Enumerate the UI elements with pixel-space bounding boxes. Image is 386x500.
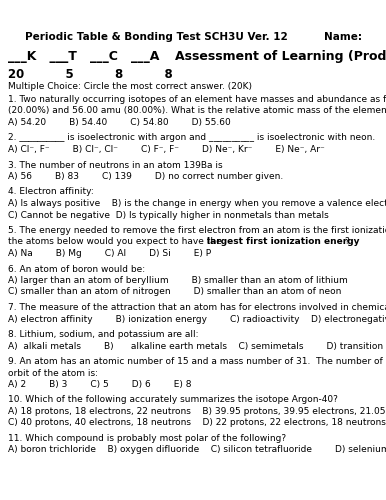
Text: A) electron affinity        B) ionization energy        C) radioactivity    D) e: A) electron affinity B) ionization energ… xyxy=(8,314,386,324)
Text: 1. Two naturally occurring isotopes of an element have masses and abundance as f: 1. Two naturally occurring isotopes of a… xyxy=(8,95,386,104)
Text: Periodic Table & Bonding Test SCH3U Ver. 12          Name:: Periodic Table & Bonding Test SCH3U Ver.… xyxy=(24,32,362,42)
Text: A) Na        B) Mg        C) Al        D) Si        E) P: A) Na B) Mg C) Al D) Si E) P xyxy=(8,249,211,258)
Text: A) 2        B) 3        C) 5        D) 6        E) 8: A) 2 B) 3 C) 5 D) 6 E) 8 xyxy=(8,380,191,389)
Text: A) 54.20        B) 54.40        C) 54.80        D) 55.60: A) 54.20 B) 54.40 C) 54.80 D) 55.60 xyxy=(8,118,231,127)
Text: A) 56        B) 83        C) 139        D) no correct number given.: A) 56 B) 83 C) 139 D) no correct number … xyxy=(8,172,283,181)
Text: A) boron trichloride    B) oxygen difluoride    C) silicon tetrafluoride        : A) boron trichloride B) oxygen difluorid… xyxy=(8,446,386,454)
Text: C) Cannot be negative  D) Is typically higher in nonmetals than metals: C) Cannot be negative D) Is typically hi… xyxy=(8,210,329,220)
Text: 7. The measure of the attraction that an atom has for electrons involved in chem: 7. The measure of the attraction that an… xyxy=(8,303,386,312)
Text: ?: ? xyxy=(344,238,349,246)
Text: Multiple Choice: Circle the most correct answer. (20K): Multiple Choice: Circle the most correct… xyxy=(8,82,252,91)
Text: 6. An atom of boron would be:: 6. An atom of boron would be: xyxy=(8,264,145,274)
Text: A)  alkali metals        B)      alkaline earth metals    C) semimetals        D: A) alkali metals B) alkaline earth metal… xyxy=(8,342,386,350)
Text: 2. __________ is isoelectronic with argon and __________ is isoelectronic with n: 2. __________ is isoelectronic with argo… xyxy=(8,134,375,142)
Text: 8. Lithium, sodium, and potassium are all:: 8. Lithium, sodium, and potassium are al… xyxy=(8,330,198,339)
Text: 9. An atom has an atomic number of 15 and a mass number of 31.  The number of el: 9. An atom has an atomic number of 15 an… xyxy=(8,357,386,366)
Text: orbit of the atom is:: orbit of the atom is: xyxy=(8,368,98,378)
Text: A) larger than an atom of beryllium        B) smaller than an atom of lithium: A) larger than an atom of beryllium B) s… xyxy=(8,276,348,285)
Text: 5. The energy needed to remove the first electron from an atom is the first ioni: 5. The energy needed to remove the first… xyxy=(8,226,386,235)
Text: 20          5          8          8: 20 5 8 8 xyxy=(8,68,173,81)
Text: 4. Electron affinity:: 4. Electron affinity: xyxy=(8,188,94,196)
Text: A) Cl⁻, F⁻        B) Cl⁻, Cl⁻        C) F⁻, F⁻        D) Ne⁻, Kr⁻        E) Ne⁻,: A) Cl⁻, F⁻ B) Cl⁻, Cl⁻ C) F⁻, F⁻ D) Ne⁻,… xyxy=(8,145,325,154)
Text: the atoms below would you expect to have the: the atoms below would you expect to have… xyxy=(8,238,225,246)
Text: Assessment of Learning (Product): Assessment of Learning (Product) xyxy=(175,50,386,63)
Text: A) 18 protons, 18 electrons, 22 neutrons    B) 39.95 protons, 39.95 electrons, 2: A) 18 protons, 18 electrons, 22 neutrons… xyxy=(8,407,386,416)
Text: (20.00%) and 56.00 amu (80.00%). What is the relative atomic mass of the element: (20.00%) and 56.00 amu (80.00%). What is… xyxy=(8,106,386,116)
Text: C) smaller than an atom of nitrogen        D) smaller than an atom of neon: C) smaller than an atom of nitrogen D) s… xyxy=(8,288,341,296)
Text: 11. Which compound is probably most polar of the following?: 11. Which compound is probably most pola… xyxy=(8,434,286,443)
Text: 10. Which of the following accurately summarizes the isotope Argon-40?: 10. Which of the following accurately su… xyxy=(8,396,338,404)
Text: C) 40 protons, 40 electrons, 18 neutrons    D) 22 protons, 22 electrons, 18 neut: C) 40 protons, 40 electrons, 18 neutrons… xyxy=(8,418,386,428)
Text: largest first ionization energy: largest first ionization energy xyxy=(207,238,359,246)
Text: ___K   ___T   ___C   ___A: ___K ___T ___C ___A xyxy=(8,50,159,63)
Text: 3. The number of neutrons in an atom 139Ba is: 3. The number of neutrons in an atom 139… xyxy=(8,160,223,170)
Text: A) Is always positive    B) is the change in energy when you remove a valence el: A) Is always positive B) is the change i… xyxy=(8,199,386,208)
